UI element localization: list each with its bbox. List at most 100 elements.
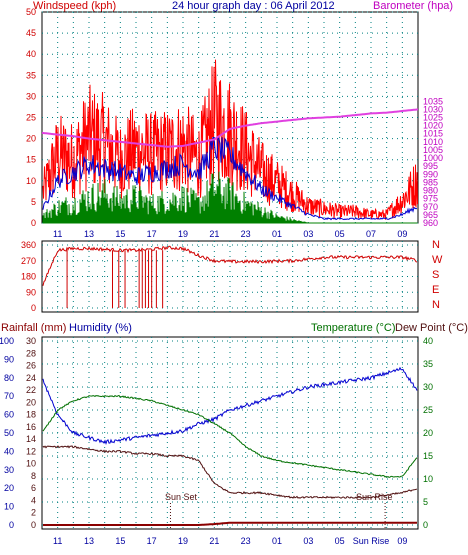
temperature-tick-label: 40 (423, 336, 433, 346)
rainfall-tick-label: 90 (4, 354, 14, 364)
temperature-line (42, 394, 418, 478)
wind-tick-label: 30 (26, 91, 36, 101)
temp-x-tick-label: 21 (209, 536, 219, 546)
humidity-tick-label: 0 (31, 520, 36, 530)
barometer-axis-label: Barometer (hpa) (373, 0, 453, 12)
direction-tick-label: 90 (26, 287, 36, 297)
rainfall-tick-label: 10 (4, 502, 14, 512)
wind-x-tick-label: 21 (209, 229, 219, 239)
direction-tick-label: 360 (21, 240, 36, 250)
temp-x-tick-label: 11 (53, 536, 62, 546)
baro-tick-label: 960 (423, 218, 438, 228)
baro-tick-label: 1035 (423, 96, 443, 106)
wind-x-tick-label: 23 (241, 229, 251, 239)
rainfall-tick-label: 70 (4, 391, 14, 401)
rainfall-tick-label: 60 (4, 410, 14, 420)
temperature-tick-label: 35 (423, 359, 433, 369)
wind-x-tick-label: 15 (115, 229, 125, 239)
temperature-tick-label: 20 (423, 428, 433, 438)
baro-tick-label: 990 (423, 169, 438, 179)
humidity-tick-label: 2 (31, 508, 36, 518)
barometer-line (41, 108, 419, 148)
wind-gust-line (42, 59, 418, 220)
temp-x-tick-label: 09 (397, 536, 407, 546)
baro-tick-label: 975 (423, 194, 438, 204)
temp-x-tick-label: 23 (241, 536, 251, 546)
wind-axis-label: Windspeed (kph) (33, 0, 116, 12)
rainfall-tick-label: 80 (4, 373, 14, 383)
wind-tick-label: 40 (26, 49, 36, 59)
direction-grid (42, 241, 418, 312)
temp-x-tick-label: 19 (178, 536, 188, 546)
wind-direction-line (42, 245, 418, 286)
wind-x-tick-label: 07 (366, 229, 376, 239)
direction-tick-label: 270 (21, 256, 36, 266)
temperature-axis-label: Temperature (°C) (311, 322, 395, 334)
rainfall-tick-label: 50 (4, 428, 14, 438)
baro-tick-label: 1030 (423, 104, 443, 114)
axis-ticks: 0510152025303540455096096597097598098599… (0, 7, 443, 546)
temperature-tick-label: 30 (423, 382, 433, 392)
rainfall-tick-label: 20 (4, 483, 14, 493)
humidity-tick-label: 12 (26, 446, 36, 456)
temp-x-tick-label: 05 (335, 536, 345, 546)
baro-tick-label: 1010 (423, 137, 443, 147)
temp-x-tick-label: 13 (84, 536, 94, 546)
wind-tick-label: 5 (31, 197, 36, 207)
temperature-tick-label: 15 (423, 451, 433, 461)
dewpoint-line (42, 445, 418, 500)
wind-tick-label: 0 (31, 218, 36, 228)
wind-tick-label: 50 (26, 7, 36, 17)
temp-x-tick-label: Sun Rise (353, 536, 390, 546)
humidity-tick-label: 16 (26, 422, 36, 432)
humidity-tick-label: 22 (26, 385, 36, 395)
rainfall-tick-label: 40 (4, 446, 14, 456)
dewpoint-axis-label: Dew Point (°C) (395, 322, 468, 334)
baro-tick-label: 980 (423, 186, 438, 196)
rainfall-tick-label: 0 (9, 520, 14, 530)
direction-tick-label: 180 (21, 272, 36, 282)
chart-title: 24 hour graph day : 06 April 2012 (172, 0, 335, 12)
wind-speed-line (42, 171, 418, 224)
direction-series (42, 245, 418, 308)
humidity-tick-label: 26 (26, 361, 36, 371)
baro-tick-label: 995 (423, 161, 438, 171)
wind-x-tick-label: 17 (147, 229, 157, 239)
sun-set-annotation: Sun Set (165, 492, 198, 502)
baro-tick-label: 1015 (423, 129, 443, 139)
wind-x-tick-label: 19 (178, 229, 188, 239)
humidity-tick-label: 14 (26, 434, 36, 444)
humidity-tick-label: 8 (31, 471, 36, 481)
baro-tick-label: 965 (423, 210, 438, 220)
baro-tick-label: 1025 (423, 113, 443, 123)
wind-tick-label: 15 (26, 155, 36, 165)
wind-x-tick-label: 05 (335, 229, 345, 239)
humidity-tick-label: 6 (31, 483, 36, 493)
wind-series (41, 59, 419, 224)
wind-x-tick-label: 13 (84, 229, 94, 239)
rainfall-tick-label: 30 (4, 465, 14, 475)
temperature-tick-label: 25 (423, 405, 433, 415)
humidity-tick-label: 30 (26, 336, 36, 346)
wind-tick-label: 45 (26, 28, 36, 38)
wind-x-tick-label: 09 (397, 229, 407, 239)
direction-tick-label: 0 (31, 303, 36, 313)
humidity-tick-label: 18 (26, 410, 36, 420)
sun-rise-annotation: Sun Rise (356, 492, 393, 502)
wind-tick-label: 10 (26, 176, 36, 186)
humidity-tick-label: 20 (26, 397, 36, 407)
wind-x-tick-label: 11 (53, 229, 62, 239)
compass-label: N (432, 239, 440, 251)
humidity-tick-label: 4 (31, 495, 36, 505)
temp-x-tick-label: 15 (115, 536, 125, 546)
wind-average-line (42, 136, 418, 221)
wind-tick-label: 25 (26, 113, 36, 123)
compass-label: N (432, 299, 440, 311)
temperature-tick-label: 0 (423, 520, 428, 530)
wind-tick-label: 20 (26, 134, 36, 144)
compass-label: S (432, 269, 439, 281)
wind-x-tick-label: 03 (303, 229, 313, 239)
rainfall-axis-label: Rainfall (mm) (1, 322, 66, 334)
humidity-axis-label: Humidity (%) (69, 322, 132, 334)
